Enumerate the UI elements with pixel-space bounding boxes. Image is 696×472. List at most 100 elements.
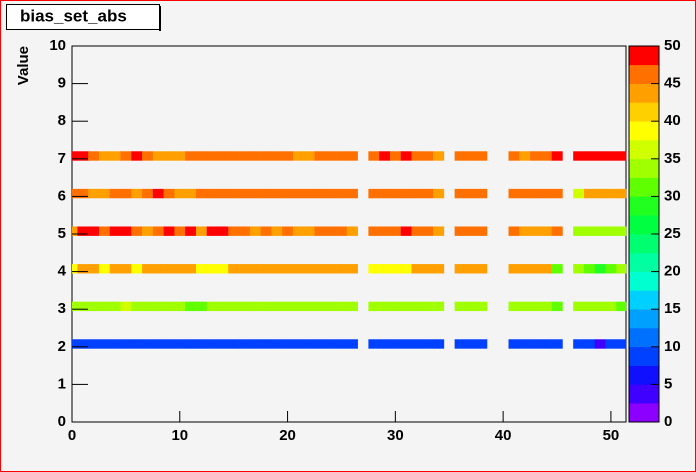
heat-cell [422,188,434,199]
heat-cell [249,301,261,312]
x-tick-label: 50 [603,427,620,444]
heat-cell [325,226,337,236]
heat-cell [88,339,100,349]
heat-cell [206,226,218,236]
heat-cell [530,301,542,312]
heat-cell [551,301,563,312]
heat-cell [249,339,261,349]
heat-cell [519,339,531,349]
heat-cell [314,264,326,274]
heat-cell [206,151,218,161]
heat-cell [508,301,520,312]
heat-cell [379,151,391,161]
colorbar-swatch [629,309,659,329]
heat-cell [379,339,391,349]
heat-cell [131,226,143,236]
heat-cell [260,188,272,199]
heat-cell [346,188,358,199]
heat-cell [314,188,326,199]
heat-cell [142,151,154,161]
heat-cell [152,339,164,349]
heat-cell [88,151,100,161]
heat-cell [368,264,380,274]
heat-cell [303,264,315,274]
heat-cell [282,226,294,236]
heat-cell [573,264,585,274]
heat-cell [98,301,111,312]
heat-cell [605,226,617,236]
heat-cell [540,226,552,236]
y-axis-label: Value [15,46,32,85]
heat-cell [249,151,261,161]
heat-cell [109,188,121,199]
heat-cell [88,264,100,274]
heat-cell [583,264,596,274]
heat-cell [271,151,283,161]
heat-cell [239,188,251,199]
heat-cell [314,151,326,161]
heat-cell [228,339,240,349]
heat-cell [422,226,434,236]
colorbar-tick-label: 45 [664,75,681,92]
heat-cell [142,188,154,199]
heat-cell [583,339,596,349]
heat-cell [292,264,305,274]
heat-cell [292,188,305,199]
heat-cell [303,188,315,199]
heat-cell [174,188,186,199]
heat-cell [260,339,272,349]
heat-cell [77,264,89,274]
heat-cell [185,339,197,349]
heat-cell [551,151,563,161]
heat-cell [379,301,391,312]
heat-cell [400,339,412,349]
heat-cell [325,301,337,312]
heat-cell [174,151,186,161]
y-tick-label: 10 [49,37,66,54]
heat-cell [389,339,402,349]
heat-cell [98,339,111,349]
heat-cell [346,151,358,161]
heat-cell [163,226,175,236]
heat-cell [152,264,164,274]
heat-cell [228,188,240,199]
heat-cell [77,151,89,161]
heat-cell [422,151,434,161]
heat-cell [573,226,585,236]
colorbar-swatch [629,215,659,235]
heat-cell [454,151,466,161]
y-tick-label: 0 [58,413,66,430]
heat-cell [206,264,218,274]
heat-cell [616,301,627,312]
x-tick-label: 30 [387,427,404,444]
heat-cell [325,339,337,349]
heat-cell [540,301,552,312]
colorbar-swatch [629,83,659,103]
heat-cell [72,151,78,161]
y-tick-label: 5 [58,225,66,242]
heat-cell [98,151,111,161]
colorbar-swatch [629,403,659,423]
heat-cell [77,339,89,349]
y-tick-label: 4 [58,263,67,280]
heat-cell [465,301,477,312]
heat-cell [249,226,261,236]
heat-cell [530,151,542,161]
heat-cell [616,188,627,199]
colorbar-swatch [629,384,659,404]
colorbar-swatch [629,46,659,66]
heat-cell [249,188,261,199]
heat-cell [131,151,143,161]
y-tick-label: 6 [58,187,66,204]
heat-cell [142,301,154,312]
heat-cell [411,339,423,349]
heat-cell [616,339,627,349]
heat-cell [433,226,445,236]
heat-cell [400,226,412,236]
heat-cell [152,301,164,312]
heat-cell [346,226,358,236]
heat-cell [239,226,251,236]
heat-cell [605,301,617,312]
heat-cell [508,188,520,199]
heat-cell [411,151,423,161]
